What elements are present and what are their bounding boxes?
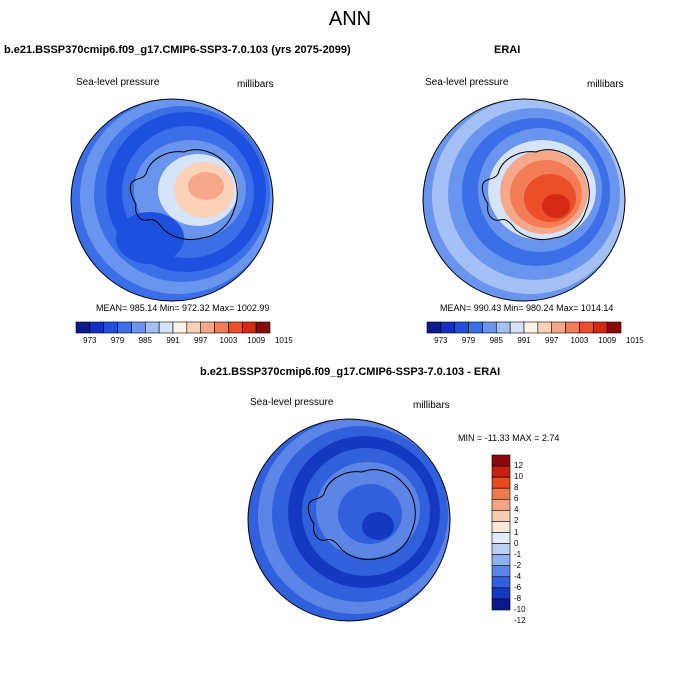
model-colorbar-box [200, 321, 215, 334]
obs-colorbar-box [592, 321, 608, 334]
model-colorbar-box [103, 321, 118, 334]
obs-colorbar-box [426, 321, 442, 334]
page-title: ANN [328, 8, 372, 30]
obs-colorbar-box [482, 321, 497, 334]
model-polar-map [71, 99, 273, 301]
diff-colorbar-tick-label: -2 [514, 560, 522, 570]
diff-colorbar-tick-label: 12 [514, 461, 523, 471]
diff-colorbar [491, 454, 511, 611]
model-stats: MEAN= 985.14 Min= 972.32 Max= 1002.99 [96, 303, 270, 313]
model-colorbar [75, 321, 271, 334]
obs-colorbar-tick-label: 997 [545, 336, 559, 345]
diff-colorbar-box [491, 498, 511, 511]
diff-polar-map [248, 419, 450, 621]
obs-colorbar-box [537, 321, 553, 334]
obs-colorbar [426, 321, 622, 334]
obs-colorbar-box [551, 321, 566, 334]
diff-colorbar-box [491, 487, 511, 500]
diff-colorbar-box [491, 465, 511, 478]
obs-colorbar-box [440, 321, 456, 334]
diff-colorbar-box [491, 576, 511, 589]
model-units-label: millibars [237, 79, 274, 90]
model-colorbar-tick-label: 973 [83, 336, 97, 345]
diff-colorbar-tick-label: 8 [514, 483, 519, 493]
obs-colorbar-box [565, 321, 580, 334]
obs-colorbar-box [495, 321, 511, 334]
obs-colorbar-box [468, 321, 483, 334]
model-colorbar-tick-label: 979 [110, 336, 125, 345]
obs-colorbar-tick-label: 1015 [625, 336, 644, 345]
obs-colorbar-tick-label: 991 [517, 336, 531, 345]
model-colorbar-tick-label: 1009 [247, 336, 266, 345]
model-colorbar-tick-label: 991 [166, 336, 180, 345]
obs-units-label: millibars [587, 79, 624, 90]
diff-colorbar-tick-label: -8 [514, 593, 522, 603]
obs-polar-map [423, 99, 625, 301]
model-colorbar-box [255, 321, 271, 334]
obs-colorbar-box [523, 321, 539, 334]
obs-colorbar-tick-label: 979 [461, 336, 476, 345]
diff-colorbar-tick-label: 1 [514, 527, 519, 537]
diff-colorbar-box [491, 532, 511, 544]
obs-colorbar-box [606, 321, 622, 334]
diff-colorbar-box [491, 521, 511, 533]
diff-colorbar-box [491, 476, 511, 489]
diff-colorbar-box [491, 565, 511, 578]
diff-units-label: millibars [413, 400, 450, 411]
diff-colorbar-box [491, 598, 511, 611]
model-colorbar-box [241, 321, 257, 334]
obs-colorbar-tick-label: 1009 [598, 336, 617, 345]
diff-colorbar-tick-label: 6 [514, 494, 519, 504]
model-colorbar-box [158, 321, 174, 334]
obs-colorbar-tick-label: 1003 [570, 336, 589, 345]
diff-colorbar-box [491, 543, 511, 555]
diff-colorbar-tick-label: -10 [514, 605, 526, 614]
diff-map-boundary [247, 418, 451, 622]
diff-colorbar-tick-label: 10 [514, 472, 523, 482]
model-panel-title: b.e21.BSSP370cmip6.f09_g17.CMIP6-SSP3-7.… [4, 44, 351, 56]
diff-colorbar-tick-label: -1 [514, 549, 522, 559]
model-colorbar-box [144, 321, 160, 334]
diff-colorbar-box [491, 587, 511, 600]
obs-colorbar-tick-label: 973 [434, 336, 448, 345]
model-colorbar-box [117, 321, 132, 334]
diff-variable-label: Sea-level pressure [250, 397, 334, 408]
obs-colorbar-box [509, 321, 525, 334]
model-colorbar-box [75, 321, 91, 334]
model-variable-label: Sea-level pressure [76, 77, 160, 88]
diff-colorbar-box [491, 454, 511, 467]
diff-colorbar-tick-label: 0 [514, 538, 519, 548]
model-colorbar-tick-label: 1015 [274, 336, 293, 345]
diff-colorbar-tick-label: -6 [514, 582, 522, 592]
model-colorbar-box [131, 321, 146, 334]
model-colorbar-box [172, 321, 188, 334]
diff-colorbar-tick-label: 2 [514, 516, 519, 526]
diff-colorbar-tick-label: -12 [514, 616, 526, 626]
model-colorbar-box [186, 321, 202, 334]
obs-stats: MEAN= 990.43 Min= 980.24 Max= 1014.14 [440, 303, 614, 313]
diff-colorbar-tick-label: -4 [514, 571, 522, 581]
model-colorbar-box [214, 321, 229, 334]
obs-map-boundary [422, 98, 626, 302]
model-colorbar-box [89, 321, 105, 334]
diff-colorbar-tick-label: 4 [514, 505, 519, 515]
model-colorbar-tick-label: 985 [138, 336, 152, 345]
diff-stats: MIN = -11.33 MAX = 2.74 [458, 433, 560, 443]
obs-colorbar-box [579, 321, 594, 334]
diff-colorbar-box [491, 554, 511, 567]
model-colorbar-box [228, 321, 243, 334]
model-colorbar-tick-label: 1003 [219, 336, 238, 345]
obs-colorbar-box [454, 321, 469, 334]
obs-variable-label: Sea-level pressure [425, 77, 509, 88]
obs-panel-title: ERAI [494, 44, 521, 56]
model-map-boundary [70, 98, 274, 302]
obs-colorbar-tick-label: 985 [489, 336, 503, 345]
model-colorbar-tick-label: 997 [194, 336, 208, 345]
diff-colorbar-box [491, 510, 511, 522]
diff-panel-title: b.e21.BSSP370cmip6.f09_g17.CMIP6-SSP3-7.… [200, 366, 501, 378]
